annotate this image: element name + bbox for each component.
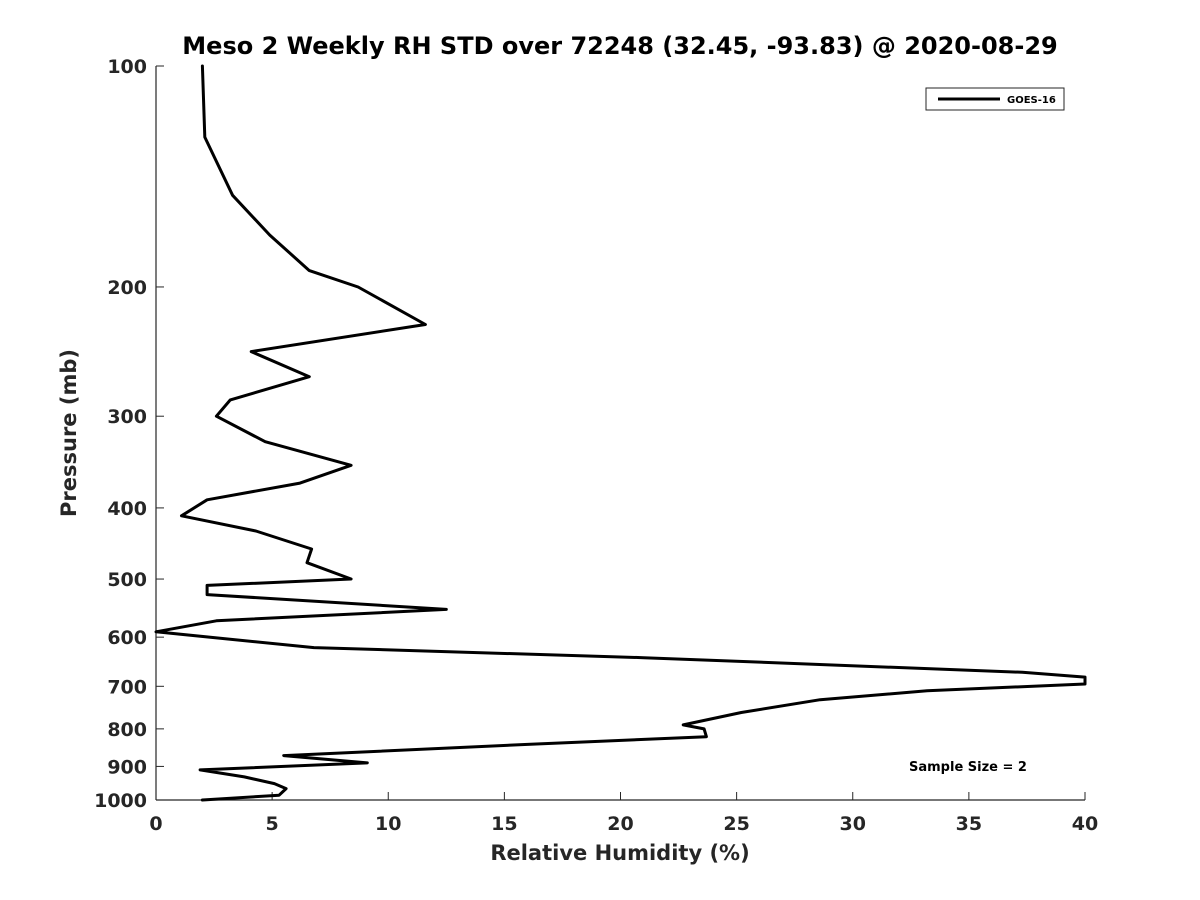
y-ticks: 100 200 300 400 500 600 700 800 900 1000 — [94, 56, 164, 812]
y-tick-label: 1000 — [94, 790, 147, 812]
x-tick-label: 40 — [1072, 813, 1098, 835]
x-tick-label: 30 — [840, 813, 866, 835]
x-tick-label: 20 — [607, 813, 633, 835]
x-tick-label: 0 — [149, 813, 162, 835]
y-tick-label: 700 — [107, 676, 147, 698]
y-tick-label: 800 — [107, 719, 147, 741]
x-tick-label: 15 — [491, 813, 517, 835]
sample-size-annotation: Sample Size = 2 — [909, 760, 1027, 775]
legend-label-goes16: GOES-16 — [1007, 95, 1056, 106]
x-tick-label: 10 — [375, 813, 401, 835]
y-tick-label: 600 — [107, 627, 147, 649]
y-tick-label: 200 — [107, 277, 147, 299]
series-line-goes16 — [154, 64, 1087, 802]
y-tick-label: 300 — [107, 406, 147, 428]
x-axis-label: Relative Humidity (%) — [490, 841, 749, 865]
x-ticks: 0 5 10 15 20 25 30 35 40 — [149, 792, 1098, 835]
y-tick-label: 400 — [107, 498, 147, 520]
series-layer — [154, 64, 1087, 802]
y-axis-label: Pressure (mb) — [57, 349, 81, 517]
legend: GOES-16 — [925, 87, 1065, 111]
y-tick-label: 900 — [107, 756, 147, 778]
y-tick-label: 100 — [107, 56, 147, 78]
y-tick-label: 500 — [107, 569, 147, 591]
x-tick-label: 35 — [956, 813, 982, 835]
plot-area: 0 5 10 15 20 25 30 35 40 100 200 300 400 500 600 700 80… — [94, 56, 1098, 835]
x-tick-label: 25 — [723, 813, 749, 835]
chart-title: Meso 2 Weekly RH STD over 72248 (32.45, … — [182, 32, 1057, 60]
x-tick-label: 5 — [266, 813, 279, 835]
